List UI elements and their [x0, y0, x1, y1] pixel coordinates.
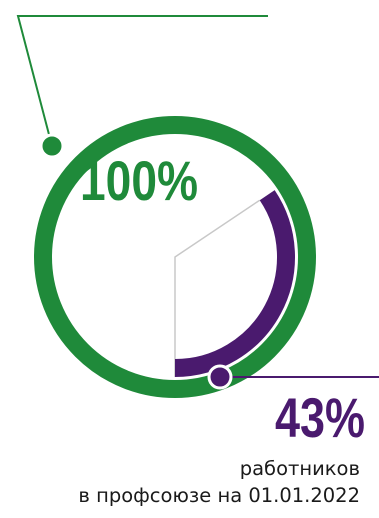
caption-line-1: работников — [239, 457, 360, 480]
ring-100-percent — [34, 116, 316, 398]
marker-dot-100 — [39, 133, 65, 159]
arc-43-percent — [174, 190, 295, 377]
caption-line-2: в профсоюзе на 01.01.2022 — [78, 484, 360, 507]
value-label-100: 100% — [80, 149, 198, 212]
value-label-43: 43% — [275, 386, 365, 449]
arc-guide-lines — [174, 199, 261, 377]
leader-line-100 — [16, 15, 268, 147]
marker-dot-43 — [207, 364, 233, 390]
